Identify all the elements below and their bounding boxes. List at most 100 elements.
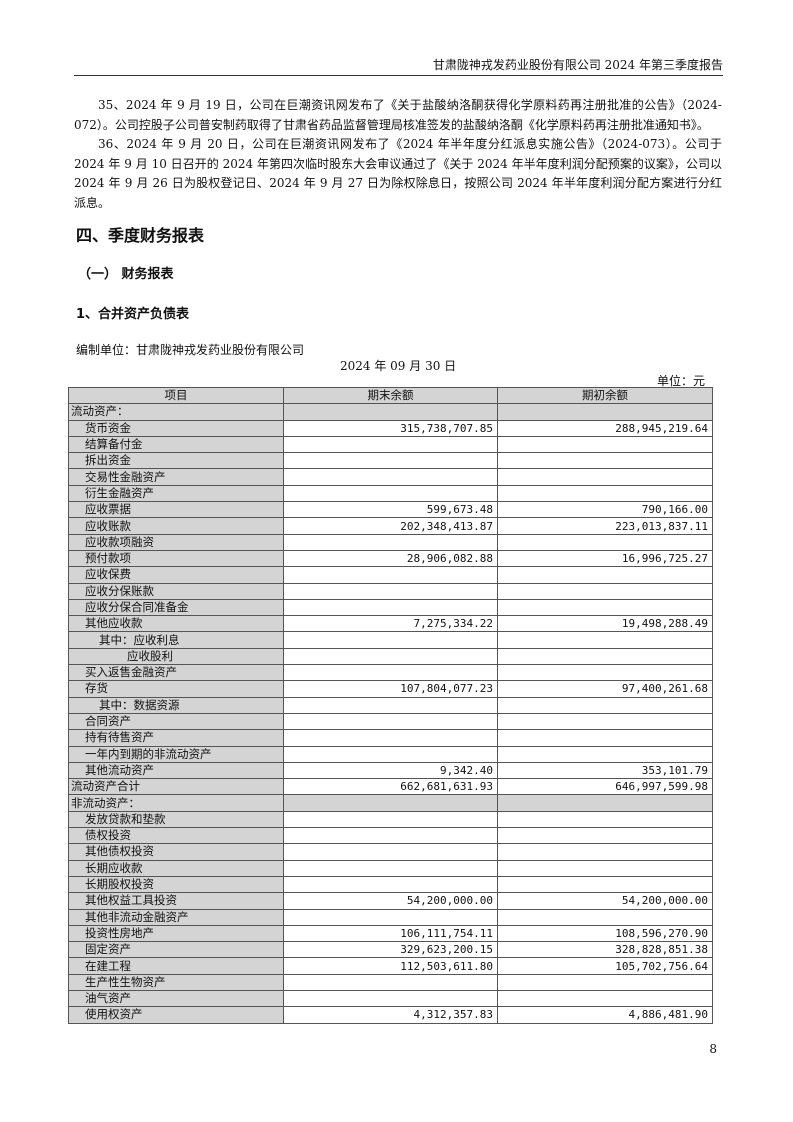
begin-balance-cell: 328,828,851.38 [497, 941, 713, 959]
table-row: 发放贷款和垫款 [68, 810, 713, 829]
begin-balance-cell [497, 598, 713, 617]
row-label: 结算备付金 [68, 435, 284, 454]
begin-balance-cell [497, 566, 713, 584]
end-balance-cell: 106,111,754.11 [283, 924, 498, 943]
end-balance-cell [283, 989, 498, 1008]
row-label: 投资性房地产 [68, 924, 284, 943]
column-header-item: 项目 [68, 386, 284, 405]
end-balance-cell [283, 435, 498, 454]
row-label: 应收保费 [68, 566, 284, 584]
begin-balance-cell [497, 859, 713, 877]
paragraph-35: 35、2024 年 9 月 19 日，公司在巨潮资讯网发布了《关于盐酸纳洛酮获得… [74, 98, 722, 132]
begin-balance-cell [497, 631, 713, 649]
begin-balance-cell: 223,013,837.11 [497, 517, 713, 535]
section-title: 四、季度财务报表 [76, 226, 205, 245]
begin-balance-cell [497, 973, 713, 991]
begin-balance-cell [497, 989, 713, 1008]
subsection-title: （一） 财务报表 [78, 267, 174, 282]
end-balance-cell: 9,342.40 [283, 761, 498, 780]
begin-balance-cell: 646,997,599.98 [497, 778, 713, 796]
end-balance-cell [283, 566, 498, 584]
row-label: 固定资产 [68, 941, 284, 959]
row-label: 应收款项融资 [68, 533, 284, 551]
row-label: 长期股权投资 [68, 875, 284, 894]
end-balance-cell [283, 598, 498, 617]
table-row: 长期应收款 [68, 859, 713, 877]
end-balance-cell [283, 712, 498, 731]
end-balance-cell: 112,503,611.80 [283, 957, 498, 975]
row-label: 流动资产： [68, 403, 284, 421]
row-label: 其他债权投资 [68, 843, 284, 861]
table-row: 预付款项 28,906,082.88 16,996,725.27 [68, 549, 713, 568]
row-label: 发放贷款和垫款 [68, 810, 284, 829]
end-balance-cell [283, 647, 498, 666]
table-row: 应收账款 202,348,413.87 223,013,837.11 [68, 517, 713, 535]
row-label: 生产性生物资产 [68, 973, 284, 991]
table-row: 其他应收款 7,275,334.22 19,498,288.49 [68, 615, 713, 633]
end-balance-cell: 315,738,707.85 [283, 419, 498, 437]
end-balance-cell [283, 810, 498, 829]
end-balance-cell: 4,312,357.83 [283, 1006, 498, 1024]
begin-balance-cell: 54,200,000.00 [497, 892, 713, 910]
table-row: 使用权资产 4,312,357.83 4,886,481.90 [68, 1006, 713, 1024]
running-header: 甘肃陇神戎发药业股份有限公司 2024 年第三季度报告 [432, 58, 723, 72]
table-row: 在建工程 112,503,611.80 105,702,756.64 [68, 957, 713, 975]
row-label: 使用权资产 [68, 1006, 284, 1024]
table-row: 应收款项融资 [68, 533, 713, 551]
row-label: 其他流动资产 [68, 761, 284, 780]
table-row: 长期股权投资 [68, 875, 713, 894]
end-balance-cell [283, 468, 498, 486]
end-balance-cell: 28,906,082.88 [283, 549, 498, 568]
row-label: 其中：应收利息 [68, 631, 284, 649]
row-label: 油气资产 [68, 989, 284, 1008]
balance-sheet-table: 项目 期末余额 期初余额 流动资产： 货币资金 315,738,707.85 288,… [68, 386, 713, 1024]
row-label: 衍生金融资产 [68, 484, 284, 503]
row-label: 应收分保账款 [68, 582, 284, 600]
table-row: 应收票据 599,673.48 790,166.00 [68, 501, 713, 519]
row-label: 买入返售金融资产 [68, 664, 284, 682]
begin-balance-cell: 97,400,261.68 [497, 680, 713, 698]
table-row: 债权投资 [68, 827, 713, 845]
table-row: 拆出资金 [68, 452, 713, 470]
begin-balance-cell [497, 794, 713, 812]
row-label: 流动资产合计 [68, 778, 284, 796]
begin-balance-cell: 16,996,725.27 [497, 549, 713, 568]
begin-balance-cell [497, 745, 713, 763]
table-row: 其他债权投资 [68, 843, 713, 861]
end-balance-cell [283, 582, 498, 600]
begin-balance-cell [497, 403, 713, 421]
begin-balance-cell [497, 484, 713, 503]
header-divider [74, 75, 723, 76]
end-balance-cell [283, 484, 498, 503]
end-balance-cell [283, 794, 498, 812]
page-number: 8 [709, 1042, 717, 1056]
paragraph-36: 36、2024 年 9 月 20 日，公司在巨潮资讯网发布了《2024 年半年度… [74, 137, 722, 210]
row-label: 债权投资 [68, 827, 284, 845]
row-label: 长期应收款 [68, 859, 284, 877]
row-label: 货币资金 [68, 419, 284, 437]
end-balance-cell: 599,673.48 [283, 501, 498, 519]
end-balance-cell [283, 843, 498, 861]
begin-balance-cell [497, 827, 713, 845]
end-balance-cell [283, 533, 498, 551]
column-header-end-balance: 期末余额 [283, 386, 498, 405]
end-balance-cell: 7,275,334.22 [283, 615, 498, 633]
table-header-row: 项目 期末余额 期初余额 [68, 386, 713, 405]
end-balance-cell [283, 859, 498, 877]
end-balance-cell [283, 403, 498, 421]
table-row: 持有待售资产 [68, 729, 713, 747]
table-row: 应收保费 [68, 566, 713, 584]
begin-balance-cell: 288,945,219.64 [497, 419, 713, 437]
row-label: 拆出资金 [68, 452, 284, 470]
begin-balance-cell [497, 533, 713, 551]
table-row: 固定资产 329,623,200.15 328,828,851.38 [68, 941, 713, 959]
row-label: 一年内到期的非流动资产 [68, 745, 284, 763]
end-balance-cell [283, 452, 498, 470]
table-row: 流动资产： [68, 403, 713, 421]
end-balance-cell: 662,681,631.93 [283, 778, 498, 796]
begin-balance-cell: 790,166.00 [497, 501, 713, 519]
row-label: 合同资产 [68, 712, 284, 731]
compiler-label: 编制单位：甘肃陇神戎发药业股份有限公司 [76, 343, 305, 357]
begin-balance-cell [497, 908, 713, 926]
table-row: 衍生金融资产 [68, 484, 713, 503]
